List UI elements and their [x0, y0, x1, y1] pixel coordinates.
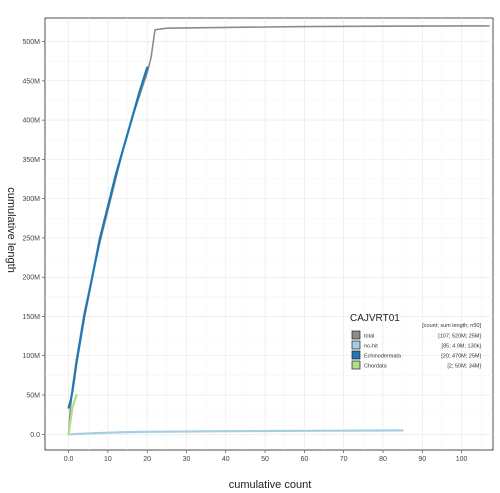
- y-tick-label: 150M: [22, 314, 40, 321]
- legend-swatch: [351, 360, 361, 370]
- legend-label: Chordata: [364, 364, 388, 370]
- y-axis-title: cumulative length: [5, 187, 17, 273]
- legend-stats: [107; 520M; 25M]: [438, 334, 481, 340]
- x-tick-label: 90: [418, 456, 426, 463]
- legend-label: total: [364, 334, 374, 340]
- y-tick-label: 200M: [22, 275, 40, 282]
- series-line-chordata: [67, 393, 78, 436]
- legend-swatch: [351, 330, 361, 340]
- x-axis: 0.0 10 20 30 40 50 60 70 80 90 100: [64, 450, 468, 463]
- series-layer: [67, 25, 490, 436]
- grid: [45, 18, 493, 450]
- legend-swatch: [351, 350, 361, 360]
- y-tick-label: 0.0: [30, 432, 40, 439]
- y-tick-label: 350M: [22, 157, 40, 164]
- y-axis: 0.0 50M 100M 150M 200M 250M 300M 350M 400M 450M 50…: [22, 39, 45, 439]
- x-tick-label: 30: [183, 456, 191, 463]
- y-tick-label: 300M: [22, 196, 40, 203]
- x-tick-label: 0.0: [64, 456, 74, 463]
- x-tick-label: 60: [300, 456, 308, 463]
- x-tick-label: 80: [379, 456, 387, 463]
- y-tick-label: 250M: [22, 235, 40, 242]
- series-line-echinodermata: [67, 66, 149, 409]
- x-tick-label: 20: [143, 456, 151, 463]
- x-tick-label: 50: [261, 456, 269, 463]
- x-tick-label: 10: [104, 456, 112, 463]
- legend-entries: total [107; 520M; 25M] no-hit [85; 4.9M; 13…: [351, 330, 482, 370]
- series-line-no-hit: [67, 429, 404, 436]
- legend-label: Echinodermata: [364, 354, 402, 360]
- y-tick-label: 450M: [22, 78, 40, 85]
- legend-stats: [2; 50M; 34M]: [447, 364, 481, 370]
- x-axis-title: cumulative count: [229, 479, 312, 491]
- y-tick-label: 50M: [26, 393, 40, 400]
- legend-header: [count; sum length; n50]: [422, 323, 481, 329]
- y-tick-label: 500M: [22, 39, 40, 46]
- plot-panel: [44, 17, 494, 451]
- legend-stats: [20; 470M; 25M]: [441, 354, 481, 360]
- legend-title: CAJVRT01: [350, 313, 400, 324]
- legend-label: no-hit: [364, 344, 378, 350]
- legend: CAJVRT01 [count; sum length; n50] total […: [350, 313, 481, 370]
- x-tick-label: 100: [456, 456, 468, 463]
- legend-swatch: [351, 340, 361, 350]
- y-tick-label: 400M: [22, 118, 40, 125]
- legend-stats: [85; 4.9M; 130k]: [442, 344, 482, 350]
- x-tick-label: 40: [222, 456, 230, 463]
- x-tick-label: 70: [340, 456, 348, 463]
- y-tick-label: 100M: [22, 353, 40, 360]
